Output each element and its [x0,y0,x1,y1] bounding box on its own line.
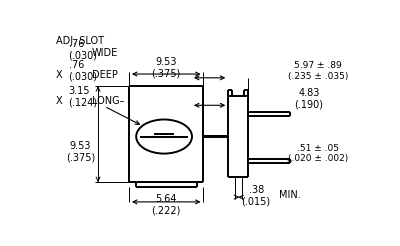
Text: .51 ± .05: .51 ± .05 [297,144,339,153]
Text: (.020 ± .002): (.020 ± .002) [288,154,348,163]
Text: 9.53: 9.53 [70,141,91,151]
Text: 4.83: 4.83 [298,88,320,98]
Text: X: X [56,95,62,106]
Text: (.030): (.030) [69,50,98,60]
Text: (.030): (.030) [69,72,98,82]
Text: MIN.: MIN. [279,190,301,200]
Text: 5.97 ± .89: 5.97 ± .89 [294,62,342,70]
Text: (.235 ± .035): (.235 ± .035) [288,72,348,81]
Text: 9.53: 9.53 [156,57,177,67]
Text: 5.64: 5.64 [156,194,177,204]
Text: .38: .38 [248,185,264,196]
Text: DEEP: DEEP [92,70,118,80]
Text: (.190): (.190) [294,99,323,109]
Text: (.222): (.222) [152,205,181,215]
Text: .76: .76 [69,61,84,70]
Text: LONG–: LONG– [92,95,124,106]
Text: X: X [56,70,62,80]
Text: (.375): (.375) [66,153,95,162]
Text: 3.15: 3.15 [69,86,90,96]
Text: .76: .76 [69,39,84,49]
Text: ADJ. SLOT: ADJ. SLOT [56,36,104,46]
Text: (.015): (.015) [242,197,271,207]
Text: (.375): (.375) [152,68,181,78]
Text: (.124): (.124) [69,97,98,108]
Text: WIDE: WIDE [92,48,118,58]
